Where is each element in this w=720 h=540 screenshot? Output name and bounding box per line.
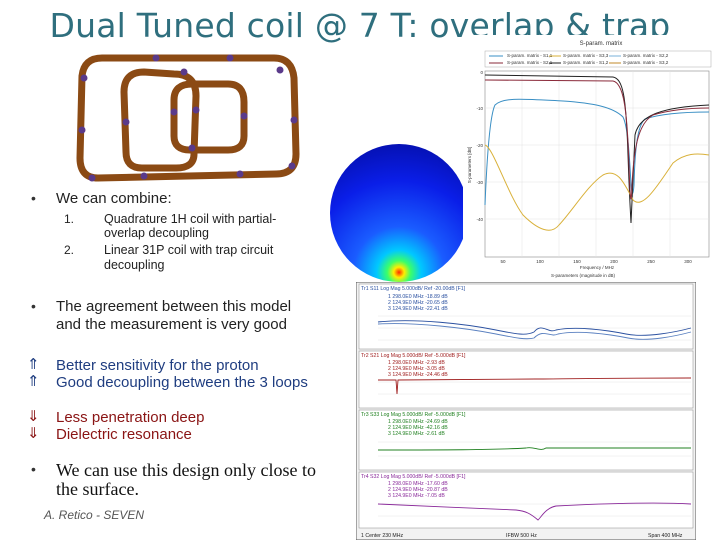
sim-y-tick: 0 <box>480 70 483 75</box>
bullet-surface-line1: We can use this design only close to <box>56 460 316 480</box>
up-arrow-icon: ⇑ <box>27 372 40 390</box>
pro-sensitivity: Better sensitivity for the proton <box>56 357 259 374</box>
sim-plot-area <box>484 70 710 258</box>
vna-marker: 3 124.9E0 MHz -7.05 dB <box>388 493 445 499</box>
sim-chart-title: S-param. matrix <box>580 41 623 47</box>
vna-trace-s11-ref <box>377 323 692 340</box>
vna-marker: 2 124.9E0 MHz -20.65 dB <box>388 300 448 306</box>
vna-measurement: Tr1 S11 Log Mag 5.000dB/ Ref -20.00dB [F… <box>356 282 696 540</box>
bullet-dot: • <box>31 190 36 206</box>
sim-y-label: S-parameters [dB] <box>467 147 472 184</box>
sim-x-tick: 150 <box>573 259 581 264</box>
vna-footer-center: 1 Center 230 MHz <box>361 533 404 539</box>
sim-y-tick: -40 <box>476 217 483 222</box>
vna-trace-s11 <box>377 320 692 336</box>
con-dielectric: Dielectric resonance <box>56 426 192 443</box>
vna-panel-s11 <box>358 283 694 350</box>
sim-legend-entry: S-param. matrix - S1,2 <box>563 60 609 65</box>
sim-curve-s21 <box>484 74 710 224</box>
sim-y-tick: -30 <box>476 180 483 185</box>
sub-item-2-line1: Linear 31P coil with trap circuit <box>104 243 274 257</box>
vna-marker: 2 124.9E0 MHz -42.16 dB <box>388 425 448 431</box>
sim-x-tick: 100 <box>536 259 544 264</box>
coil-diagram <box>76 54 300 182</box>
sim-curve-s31 <box>484 79 710 200</box>
vna-marker: 2 124.9E0 MHz -20.87 dB <box>388 487 448 493</box>
vna-header: Tr3 S33 Log Mag 5.000dB/ Ref -5.000dB [F… <box>361 412 466 418</box>
sim-x-tick: 200 <box>610 259 618 264</box>
bullet-agreement-line2: and the measurement is very good <box>56 316 287 333</box>
sim-legend-entry: S-param. matrix - S2,2 <box>623 53 669 58</box>
vna-trace-s21 <box>378 377 692 395</box>
bullet-combine: We can combine: <box>56 190 172 207</box>
pro-decoupling: Good decoupling between the 3 loops <box>56 374 308 391</box>
vna-panel-s32 <box>358 471 694 529</box>
field-map-sphere <box>330 144 468 282</box>
vna-marker: 1 298.0E0 MHz -2.93 dB <box>388 360 445 366</box>
sim-y-tick: -20 <box>476 143 483 148</box>
vna-header: Tr1 S11 Log Mag 5.000dB/ Ref -20.00dB [F… <box>361 286 466 292</box>
vna-panel-s33 <box>358 409 694 471</box>
vna-trace-s33 <box>377 447 691 451</box>
up-arrow-icon: ⇑ <box>27 355 40 373</box>
author: A. Retico - SEVEN <box>44 508 145 522</box>
vna-marker: 3 124.9E0 MHz -24.46 dB <box>388 372 448 378</box>
vna-footer-span: Span 400 MHz <box>648 533 683 539</box>
bullet-dot: • <box>31 298 36 314</box>
sub-item-number: 2. <box>64 243 75 257</box>
down-arrow-icon: ⇓ <box>27 407 40 425</box>
vna-marker: 3 124.9E0 MHz -22.41 dB <box>388 306 448 312</box>
sub-item-2-line2: decoupling <box>104 258 165 272</box>
bullet-dot: • <box>31 461 36 477</box>
vna-header: Tr2 S21 Log Mag 5.000dB/ Ref -5.000dB [F… <box>361 353 466 359</box>
vna-trace-s32 <box>377 502 692 521</box>
down-arrow-icon: ⇓ <box>27 424 40 442</box>
simulation-chart: S-param. matrix S-param. matrix - S1,1 S… <box>463 35 715 280</box>
vna-marker: 1 298.0E0 MHz -18.89 dB <box>388 294 448 300</box>
sim-chart-legend <box>484 50 712 68</box>
sim-legend-entry: S-param. matrix - S2,1 <box>507 60 553 65</box>
vna-footer-ifbw: IFBW 500 Hz <box>506 533 537 539</box>
vna-marker: 1 298.0E0 MHz -17.60 dB <box>388 481 448 487</box>
sim-caption: S-parameters (magnitude in dB) <box>551 273 616 278</box>
bullet-surface-line2: the surface. <box>56 479 139 499</box>
left-coil-loop <box>120 68 200 172</box>
bullet-agreement-line1: The agreement between this model <box>56 298 292 315</box>
vna-marker: 2 124.9E0 MHz -3.05 dB <box>388 366 445 372</box>
sim-x-tick: 250 <box>647 259 655 264</box>
sim-legend-entry: S-param. matrix - S1,1 <box>507 53 553 58</box>
sim-x-tick: 50 <box>500 259 506 264</box>
sim-legend-entry: S-param. matrix - S3,2 <box>623 60 669 65</box>
right-coil-loop <box>170 80 248 154</box>
sim-x-tick: 300 <box>684 259 692 264</box>
vna-marker: 1 298.0E0 MHz -24.69 dB <box>388 419 448 425</box>
sim-legend-entry: S-param. matrix - S3,3 <box>563 53 609 58</box>
sim-y-tick: -10 <box>476 106 483 111</box>
sim-x-label: Frequency / MHz <box>580 265 615 270</box>
sim-curve-s33 <box>484 144 710 231</box>
sub-item-1-line1: Quadrature 1H coil with partial- <box>104 212 277 226</box>
sub-item-1-line2: overlap decoupling <box>104 226 209 240</box>
vna-header: Tr4 S32 Log Mag 5.000dB/ Ref -5.000dB [F… <box>361 474 466 480</box>
vna-marker: 3 124.9E0 MHz -2.61 dB <box>388 431 445 437</box>
sub-item-number: 1. <box>64 212 75 226</box>
con-penetration: Less penetration deep <box>56 409 205 426</box>
outer-coil-loop <box>76 54 300 182</box>
